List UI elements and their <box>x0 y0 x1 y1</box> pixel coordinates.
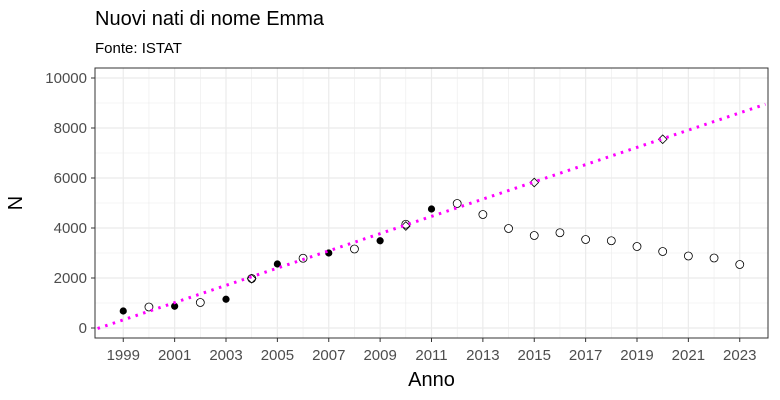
y-tick-label: 2000 <box>54 270 87 287</box>
x-tick-label: 2009 <box>363 347 396 364</box>
data-point-open <box>555 228 565 238</box>
data-point-filled <box>119 307 127 315</box>
data-point-filled <box>222 295 230 303</box>
chart-title: Nuovi nati di nome Emma <box>95 8 324 30</box>
trend-line <box>97 102 766 330</box>
data-point-filled <box>427 205 436 213</box>
axes: 1999 2001 2003 2005 2007 2009 2011 2013 2015 2017… <box>45 70 756 364</box>
data-point-open <box>735 260 745 269</box>
x-axis-title: Anno <box>408 369 455 391</box>
data-point-open <box>606 236 616 246</box>
data-point-open <box>632 242 642 251</box>
grid <box>95 68 768 338</box>
x-tick-label: 2019 <box>620 347 653 364</box>
x-tick-label: 2023 <box>723 347 756 364</box>
data-point-open <box>504 224 513 233</box>
data-point-open <box>452 199 462 208</box>
data-point-diamond <box>657 134 668 145</box>
data-point-open <box>247 274 257 283</box>
x-tick-label: 2005 <box>261 347 294 364</box>
x-tick-label: 1999 <box>107 347 140 364</box>
data-point-open <box>581 235 591 244</box>
y-tick-label: 4000 <box>54 220 87 237</box>
y-tick-label: 0 <box>79 320 87 337</box>
data-layer <box>97 102 766 330</box>
data-point-diamond <box>246 273 257 284</box>
x-tick-label: 2013 <box>466 347 499 364</box>
data-point-diamond <box>529 177 540 188</box>
data-point-open <box>683 251 693 261</box>
data-point-open <box>709 253 719 263</box>
data-point-open <box>195 298 205 307</box>
y-axis-title: N <box>5 196 27 210</box>
x-tick-label: 2003 <box>209 347 242 364</box>
data-point-open <box>478 210 488 219</box>
y-tick-label: 10000 <box>45 70 87 87</box>
x-tick-label: 2001 <box>158 347 191 364</box>
chart-subtitle: Fonte: ISTAT <box>95 40 182 57</box>
data-point-filled <box>171 302 179 310</box>
y-tick-label: 6000 <box>54 170 87 187</box>
x-tick-label: 2021 <box>672 347 705 364</box>
y-tick-label: 8000 <box>54 120 87 137</box>
data-point-open <box>350 244 359 254</box>
x-tick-label: 2007 <box>312 347 345 364</box>
data-point-filled <box>273 260 281 268</box>
x-tick-label: 2015 <box>518 347 551 364</box>
data-point-open <box>658 247 668 256</box>
x-tick-label: 2017 <box>569 347 602 364</box>
data-point-filled <box>376 237 384 245</box>
data-point-open <box>529 231 539 240</box>
x-tick-label: 2011 <box>415 347 447 364</box>
